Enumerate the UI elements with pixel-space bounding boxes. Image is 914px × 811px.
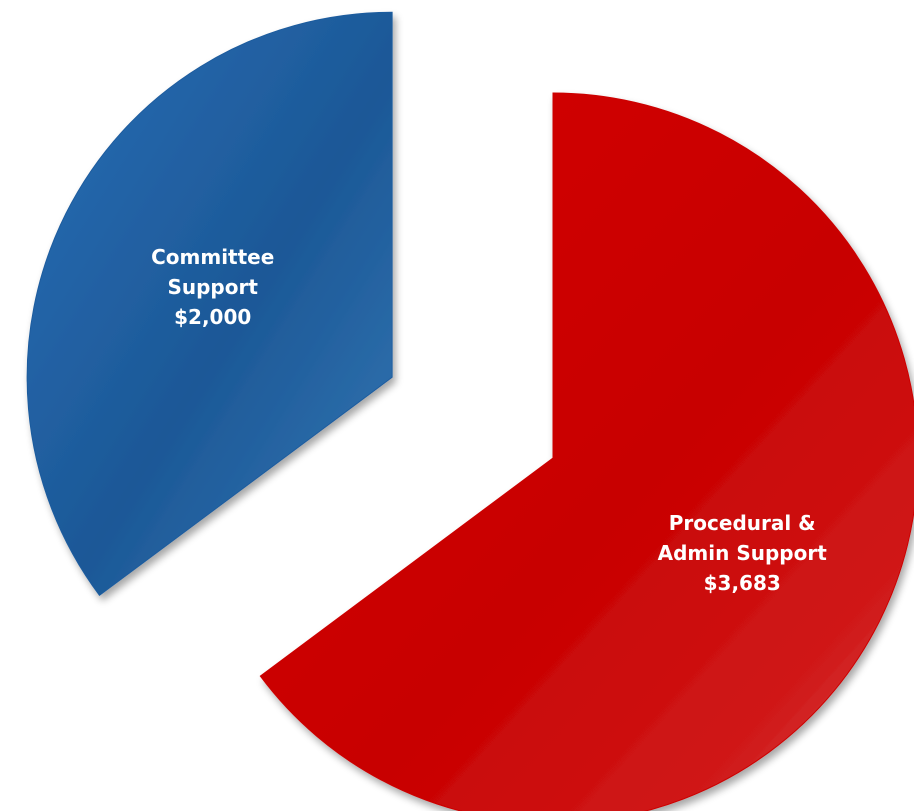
label-procedural-admin-support-line: Admin Support xyxy=(658,541,828,565)
label-committee-support: Committee Support $2,000 xyxy=(151,245,274,329)
label-committee-support-line: $2,000 xyxy=(174,305,251,329)
label-procedural-admin-support-line: Procedural & xyxy=(669,511,816,535)
label-committee-support-line: Support xyxy=(167,275,258,299)
pie-labels: Committee Support $2,000 Procedural & Admin … xyxy=(151,245,827,595)
slice-committee-support xyxy=(26,11,393,597)
pie-slices xyxy=(26,11,914,811)
label-committee-support-line: Committee xyxy=(151,245,274,269)
slice-procedural-admin-support xyxy=(259,92,914,811)
label-procedural-admin-support: Procedural & Admin Support $3,683 xyxy=(658,511,828,595)
label-procedural-admin-support-line: $3,683 xyxy=(704,571,781,595)
